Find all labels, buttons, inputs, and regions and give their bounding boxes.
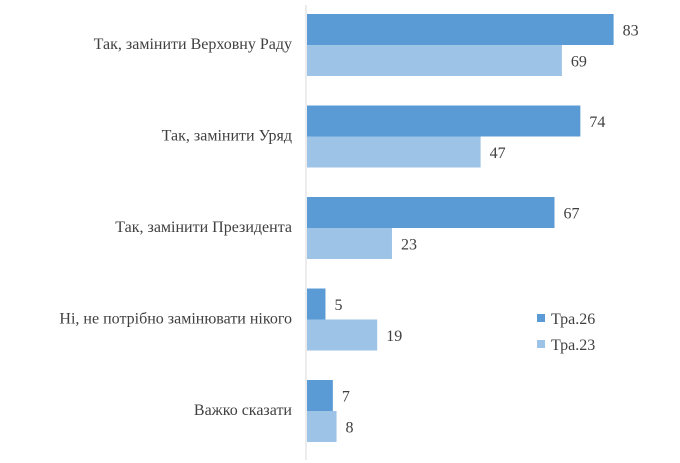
category-label: Так, замінити Верховну Раду [94,36,292,53]
data-label: 47 [490,145,506,162]
value-labels: 83 69 74 47 67 23 5 19 7 8 [334,23,638,437]
data-label: 23 [401,237,417,254]
legend: Тра.26 Тра.23 [537,311,595,354]
category-label: Так, замінити Президента [115,219,292,236]
legend-swatch [537,340,545,348]
data-label: 83 [623,23,639,40]
bar-series-1 [307,14,614,45]
bar-series-1 [307,105,581,137]
bar-series-2 [307,45,562,76]
data-label: 74 [589,114,605,131]
category-label: Важко сказати [194,402,293,419]
bar-series-1 [307,288,326,320]
bar-series-2 [307,411,337,442]
bar-series-2 [307,136,481,168]
legend-label: Тра.26 [551,311,595,328]
category-label: Так, замінити Уряд [162,128,292,145]
bars [307,14,614,442]
data-label: 69 [571,54,587,71]
data-label: 67 [564,206,580,223]
legend-swatch [537,314,545,322]
bar-series-2 [307,228,392,259]
data-label: 8 [346,420,354,437]
category-labels: Так, замінити Верховну Раду Так, замінити… [59,36,292,419]
legend-label: Тра.23 [551,337,595,354]
bar-series-2 [307,319,378,351]
data-label: 19 [386,328,402,345]
data-label: 7 [342,389,350,406]
data-label: 5 [334,297,342,314]
bar-series-1 [307,380,333,411]
bar-series-1 [307,197,555,228]
category-label: Ні, не потрібно замінювати нікого [59,311,292,328]
